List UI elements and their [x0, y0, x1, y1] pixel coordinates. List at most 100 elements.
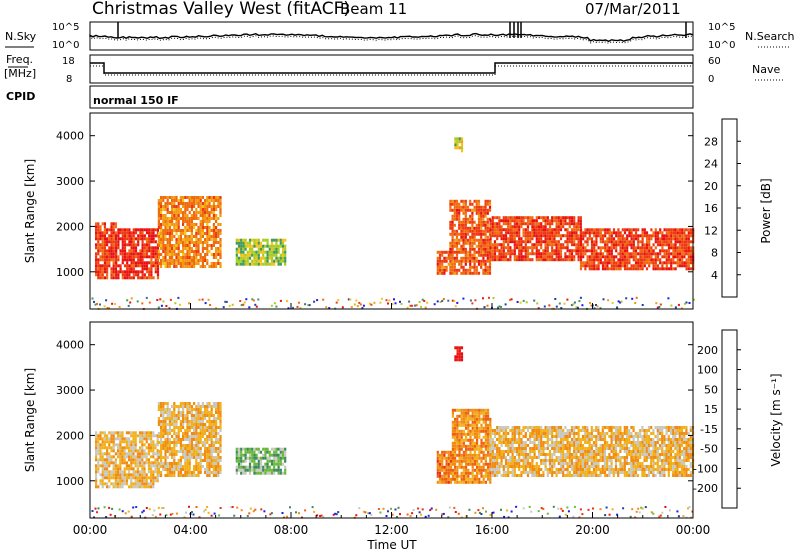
heatmap-cell — [586, 261, 589, 265]
heatmap-cell — [604, 258, 607, 262]
heatmap-cell — [273, 465, 276, 469]
heatmap-cell — [277, 244, 280, 248]
heatmap-cell — [143, 479, 146, 483]
heatmap-cell — [139, 449, 142, 453]
ground-scatter-cell — [400, 302, 403, 305]
heatmap-cell — [128, 264, 131, 268]
heatmap-cell — [215, 435, 218, 438]
heatmap-cell — [460, 265, 463, 269]
heatmap-cell — [454, 432, 457, 436]
heatmap-cell — [219, 468, 222, 471]
heatmap-cell — [145, 437, 148, 441]
ground-scatter-cell — [399, 300, 401, 303]
heatmap-cell — [121, 470, 124, 474]
heatmap-cell — [458, 480, 461, 484]
ground-scatter-cell — [602, 298, 605, 301]
heatmap-cell — [244, 256, 247, 260]
heatmap-cell — [145, 458, 148, 462]
ground-scatter-cell — [215, 307, 218, 310]
heatmap-cell — [458, 429, 461, 433]
heatmap-cell — [279, 453, 282, 457]
heatmap-cell — [451, 241, 454, 245]
heatmap-cell — [164, 426, 167, 429]
heatmap-cell — [531, 456, 534, 459]
heatmap-cell — [157, 453, 160, 456]
heatmap-cell — [168, 196, 171, 199]
heatmap-cell — [449, 459, 453, 463]
heatmap-cell — [136, 473, 139, 477]
heatmap-cell — [480, 241, 483, 245]
heatmap-cell — [482, 468, 485, 472]
heatmap-cell — [652, 252, 655, 256]
heatmap-cell — [197, 250, 200, 253]
heatmap-cell — [143, 455, 146, 459]
heatmap-cell — [590, 261, 594, 265]
heatmap-cell — [443, 453, 446, 457]
ground-scatter-cell — [616, 306, 619, 309]
heatmap-cell — [166, 447, 169, 450]
heatmap-cell — [264, 244, 267, 248]
heatmap-cell — [462, 211, 465, 215]
heatmap-cell — [511, 471, 514, 474]
heatmap-cell — [182, 220, 185, 223]
heatmap-cell — [526, 228, 530, 232]
heatmap-cell — [518, 459, 521, 462]
heatmap-cell — [182, 247, 185, 250]
heatmap-cell — [177, 208, 180, 211]
heatmap-cell — [186, 402, 189, 405]
heatmap-cell — [551, 252, 554, 256]
heatmap-cell — [471, 432, 474, 436]
heatmap-cell — [101, 467, 104, 471]
heatmap-cell — [164, 408, 167, 411]
heatmap-cell — [141, 455, 144, 459]
heatmap-cell — [195, 459, 198, 462]
heatmap-cell — [466, 271, 470, 275]
cpid-panel-frame — [89, 85, 694, 109]
heatmap-cell — [145, 431, 148, 435]
heatmap-cell — [219, 238, 222, 241]
heatmap-cell — [441, 462, 444, 466]
heatmap-cell — [544, 234, 547, 238]
heatmap-cell — [623, 243, 627, 247]
heatmap-cell — [186, 432, 189, 435]
heatmap-cell — [465, 456, 468, 460]
heatmap-cell — [507, 459, 510, 462]
heatmap-cell — [535, 255, 538, 259]
heatmap-cell — [661, 246, 664, 250]
heatmap-cell — [498, 225, 501, 229]
heatmap-cell — [262, 256, 265, 260]
heatmap-cell — [584, 252, 587, 256]
heatmap-cell — [579, 219, 582, 223]
heatmap-cell — [156, 246, 160, 250]
heatmap-cell — [108, 240, 111, 244]
heatmap-cell — [184, 214, 187, 217]
heatmap-cell — [240, 447, 243, 451]
heatmap-cell — [103, 252, 106, 256]
heatmap-cell — [137, 240, 140, 244]
heatmap-cell — [630, 264, 633, 268]
heatmap-cell — [123, 276, 127, 280]
heatmap-cell — [199, 229, 202, 232]
heatmap-cell — [593, 243, 596, 247]
heatmap-cell — [175, 196, 178, 199]
heatmap-cell — [179, 456, 182, 459]
heatmap-cell — [173, 244, 176, 247]
heatmap-cell — [608, 240, 611, 244]
heatmap-cell — [458, 214, 461, 218]
heatmap-cell — [264, 259, 267, 263]
heatmap-cell — [210, 196, 213, 199]
heatmap-cell — [208, 414, 211, 417]
heatmap-cell — [520, 225, 523, 229]
heatmap-cell — [156, 270, 160, 274]
heatmap-cell — [676, 252, 679, 256]
heatmap-cell — [148, 273, 151, 277]
heatmap-cell — [469, 241, 472, 245]
heatmap-cell — [112, 255, 115, 259]
heatmap-cell — [257, 471, 260, 475]
heatmap-cell — [537, 252, 541, 256]
heatmap-cell — [195, 450, 198, 453]
heatmap-cell — [103, 434, 106, 438]
heatmap-cell — [126, 261, 129, 265]
heatmap-cell — [582, 261, 585, 265]
heatmap-cell — [206, 226, 209, 229]
